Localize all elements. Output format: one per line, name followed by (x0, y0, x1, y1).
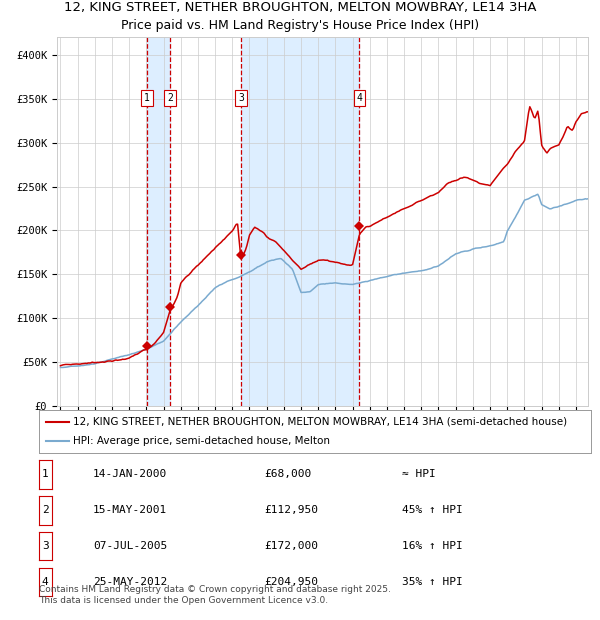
Text: 1: 1 (42, 469, 49, 479)
Text: 14-JAN-2000: 14-JAN-2000 (93, 469, 167, 479)
Text: 45% ↑ HPI: 45% ↑ HPI (402, 505, 463, 515)
Text: £204,950: £204,950 (264, 577, 318, 587)
Text: 12, KING STREET, NETHER BROUGHTON, MELTON MOWBRAY, LE14 3HA: 12, KING STREET, NETHER BROUGHTON, MELTO… (64, 1, 536, 14)
Text: 4: 4 (356, 93, 362, 103)
Text: 4: 4 (42, 577, 49, 587)
Text: 3: 3 (42, 541, 49, 551)
Text: 1: 1 (144, 93, 150, 103)
Text: 07-JUL-2005: 07-JUL-2005 (93, 541, 167, 551)
Text: £172,000: £172,000 (264, 541, 318, 551)
Text: 16% ↑ HPI: 16% ↑ HPI (402, 541, 463, 551)
Text: 2: 2 (42, 505, 49, 515)
Text: Contains HM Land Registry data © Crown copyright and database right 2025.
This d: Contains HM Land Registry data © Crown c… (39, 585, 391, 604)
Text: 25-MAY-2012: 25-MAY-2012 (93, 577, 167, 587)
Text: £112,950: £112,950 (264, 505, 318, 515)
Bar (147, 37, 170, 406)
Text: 3: 3 (238, 93, 244, 103)
Text: ≈ HPI: ≈ HPI (402, 469, 436, 479)
Text: HPI: Average price, semi-detached house, Melton: HPI: Average price, semi-detached house,… (73, 436, 330, 446)
Text: 12, KING STREET, NETHER BROUGHTON, MELTON MOWBRAY, LE14 3HA (semi-detached house: 12, KING STREET, NETHER BROUGHTON, MELTO… (73, 417, 568, 427)
Bar (241, 37, 359, 406)
Text: 35% ↑ HPI: 35% ↑ HPI (402, 577, 463, 587)
Text: Price paid vs. HM Land Registry's House Price Index (HPI): Price paid vs. HM Land Registry's House … (121, 19, 479, 32)
Text: 2: 2 (167, 93, 173, 103)
Text: £68,000: £68,000 (264, 469, 311, 479)
Text: 15-MAY-2001: 15-MAY-2001 (93, 505, 167, 515)
